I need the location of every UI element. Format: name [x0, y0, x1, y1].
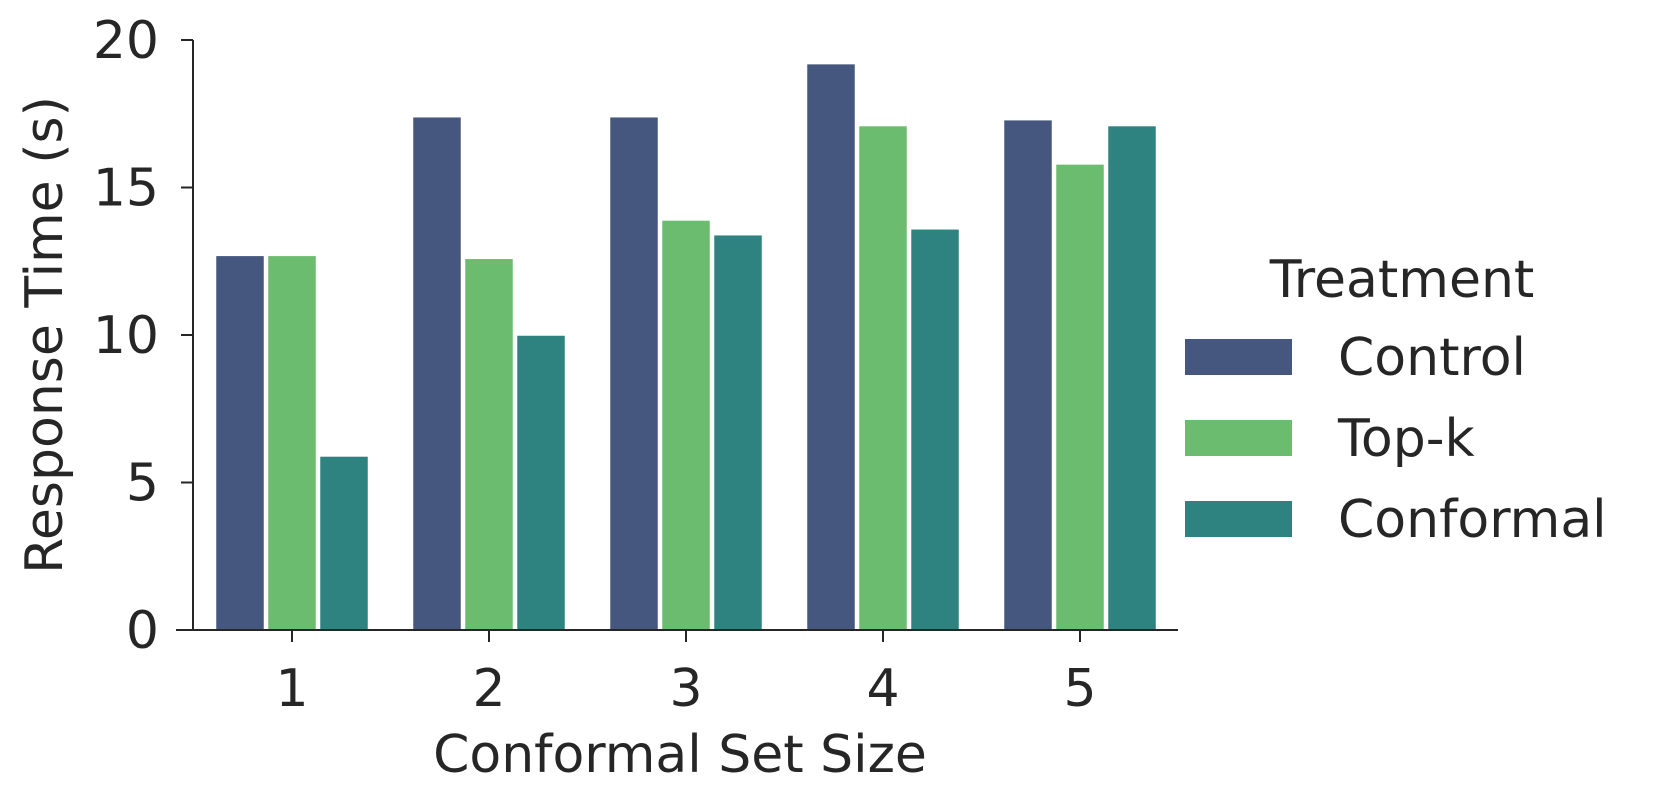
bar-control-5 — [1002, 118, 1054, 631]
legend-swatch-conformal — [1185, 501, 1292, 537]
bar-conformal-1 — [318, 455, 370, 631]
bar-top-k-2 — [463, 257, 515, 631]
legend-label-top-k: Top-k — [1337, 409, 1475, 469]
y-tick-label: 10 — [93, 306, 159, 366]
y-tick-label: 0 — [126, 601, 159, 661]
y-tick-label: 20 — [93, 11, 159, 71]
x-tick-label: 3 — [669, 659, 702, 719]
bar-top-k-5 — [1054, 163, 1106, 631]
bar-control-1 — [214, 254, 266, 631]
legend-label-conformal: Conformal — [1338, 490, 1607, 550]
bar-top-k-4 — [857, 124, 909, 631]
x-axis-title: Conformal Set Size — [433, 725, 927, 785]
x-tick-label: 2 — [472, 659, 505, 719]
bar-top-k-3 — [660, 219, 712, 631]
legend-title: Treatment — [1269, 250, 1535, 310]
bar-conformal-3 — [712, 233, 764, 631]
legend: Treatment Control Top-k Conformal — [1185, 250, 1607, 550]
plot-area — [214, 62, 1158, 631]
bar-control-4 — [805, 62, 857, 631]
legend-swatch-top-k — [1185, 420, 1292, 456]
x-tick-label: 1 — [275, 659, 308, 719]
legend-label-control: Control — [1338, 328, 1526, 388]
bar-control-3 — [608, 115, 660, 631]
y-tick-label: 15 — [93, 159, 159, 219]
bar-top-k-1 — [266, 254, 318, 631]
x-tick-label: 5 — [1063, 659, 1096, 719]
legend-swatch-control — [1185, 339, 1292, 375]
bar-control-2 — [411, 115, 463, 631]
x-tick-label: 4 — [866, 659, 899, 719]
y-ticks: 0 5 10 15 20 — [93, 11, 193, 661]
bar-conformal-5 — [1106, 124, 1158, 631]
bar-conformal-2 — [515, 334, 567, 631]
y-axis-title: Response Time (s) — [15, 96, 75, 574]
x-ticks: 1 2 3 4 5 — [275, 630, 1097, 719]
bar-conformal-4 — [909, 228, 961, 631]
y-tick-label: 5 — [126, 454, 159, 514]
